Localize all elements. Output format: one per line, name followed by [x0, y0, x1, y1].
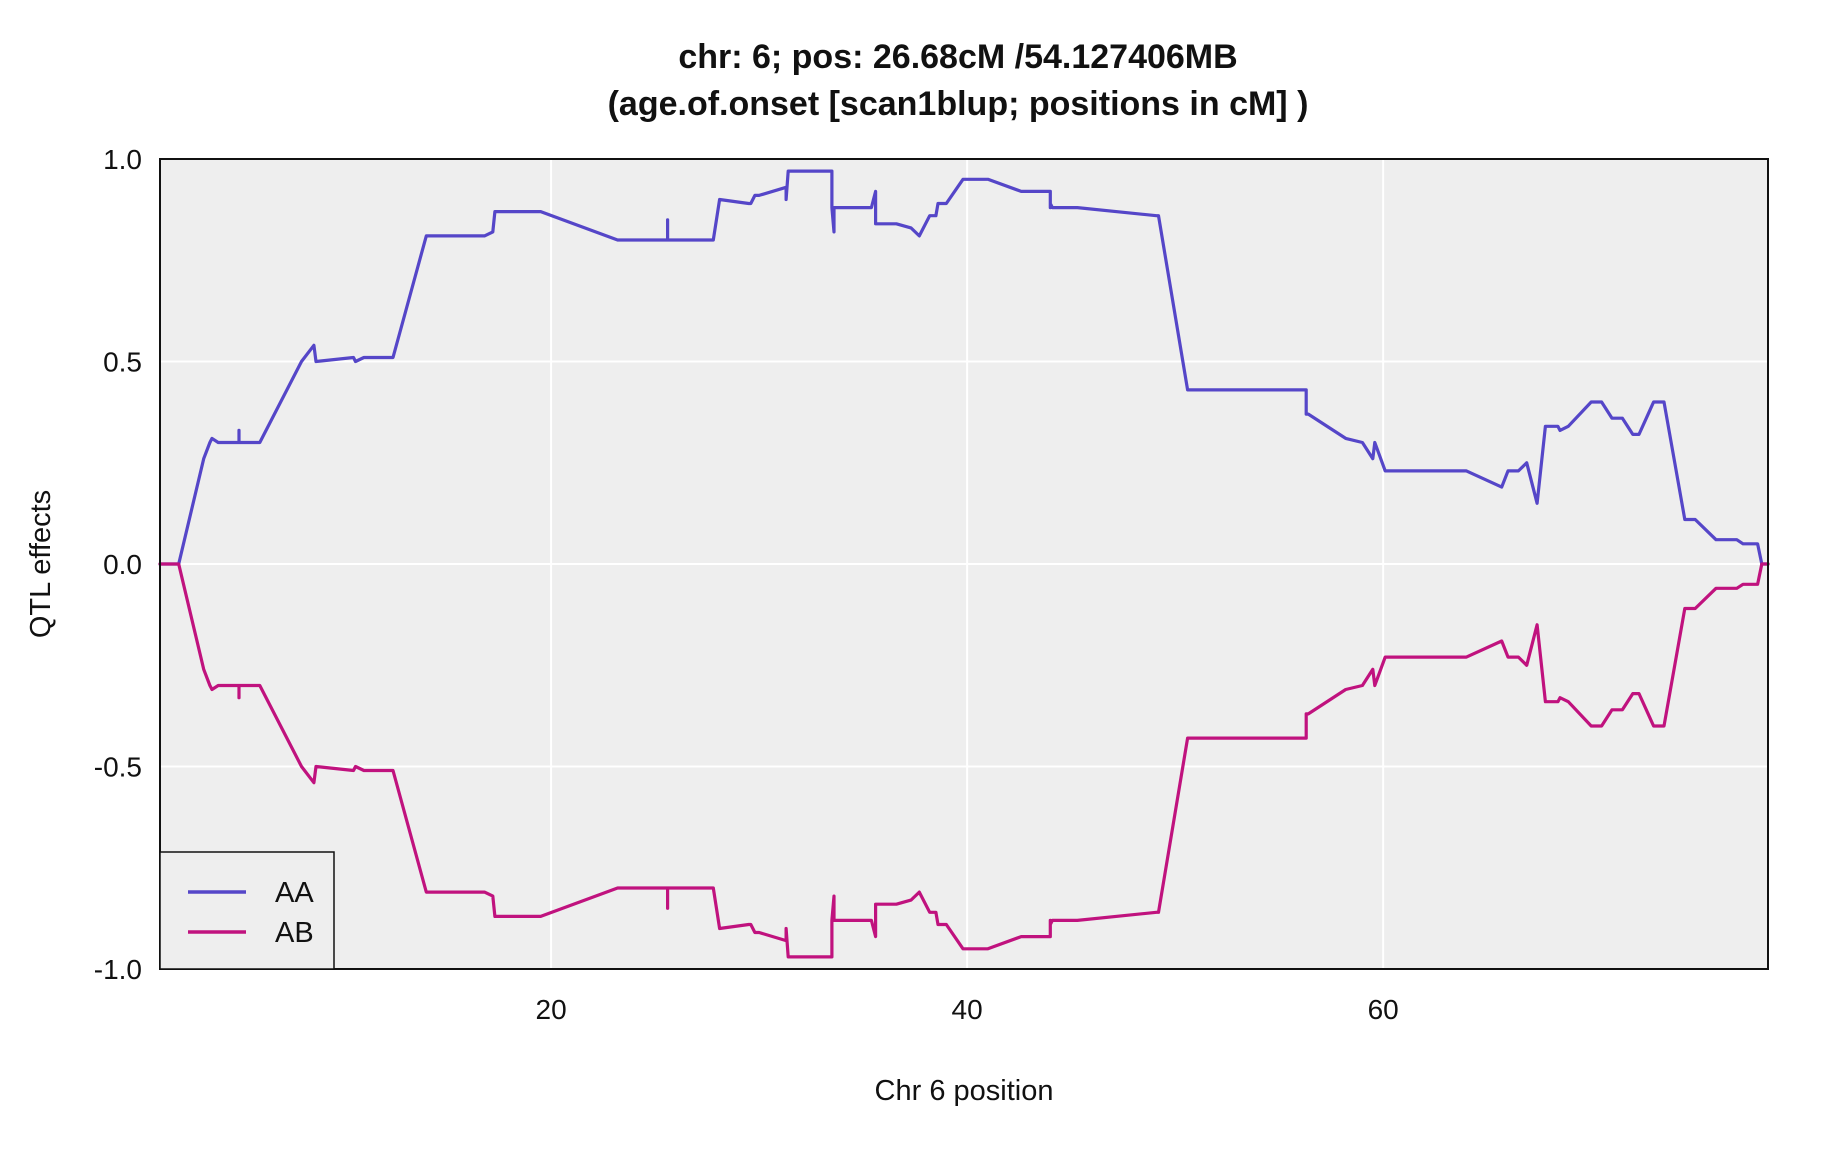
- y-axis-label: QTL effects: [25, 490, 57, 638]
- chart-subtitle: (age.of.onset [scan1blup; positions in c…: [608, 85, 1309, 123]
- series-line-ab: [158, 562, 1770, 959]
- x-tick-label: 40: [952, 994, 983, 1025]
- series-line-aa: [158, 169, 1770, 566]
- y-tick-label: 0.0: [103, 549, 142, 580]
- chart-title: chr: 6; pos: 26.68cM /54.127406MB: [678, 38, 1237, 76]
- legend-box: [159, 851, 335, 970]
- plot-border: [159, 158, 1769, 970]
- x-tick-label: 20: [536, 994, 567, 1025]
- series-layer: [158, 169, 1770, 959]
- legend: AA AB: [159, 851, 335, 970]
- y-tick-label: 1.0: [103, 144, 142, 175]
- x-tick-label: 60: [1368, 994, 1399, 1025]
- legend-label-ab: AB: [275, 917, 314, 949]
- x-axis-label: Chr 6 position: [875, 1075, 1054, 1107]
- tick-labels: 20 40 60 -1.0 -0.5 0.0 0.5 1.0: [94, 144, 1399, 1025]
- y-tick-label: 0.5: [103, 347, 142, 378]
- y-tick-label: -0.5: [94, 752, 142, 783]
- y-tick-label: -1.0: [94, 954, 142, 985]
- legend-label-aa: AA: [275, 877, 314, 909]
